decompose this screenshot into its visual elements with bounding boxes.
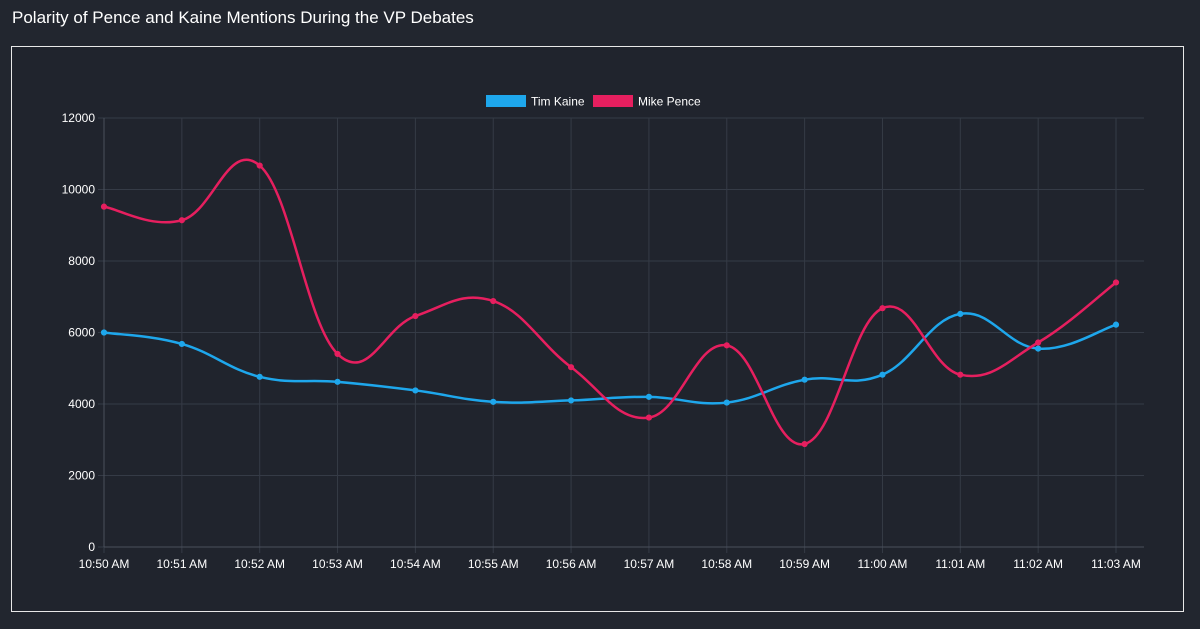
data-point[interactable]	[645, 393, 653, 400]
data-point[interactable]	[412, 387, 419, 394]
y-tick-label: 10000	[62, 183, 96, 197]
data-point[interactable]	[256, 373, 263, 380]
data-point[interactable]	[957, 371, 964, 378]
data-point[interactable]	[1035, 339, 1042, 346]
data-point[interactable]	[567, 364, 575, 371]
chart-panel	[11, 46, 1184, 612]
x-tick-label: 10:58 AM	[701, 557, 752, 571]
chart-series	[100, 158, 1120, 448]
data-point[interactable]	[723, 399, 730, 406]
data-point[interactable]	[957, 310, 964, 318]
x-tick-label: 10:57 AM	[624, 557, 675, 571]
chart-grid	[98, 117, 1144, 553]
data-point[interactable]	[879, 371, 886, 378]
x-tick-label: 10:52 AM	[234, 557, 285, 571]
data-point[interactable]	[645, 414, 653, 421]
x-tick-label: 10:50 AM	[79, 557, 130, 571]
series-tim-kaine	[100, 310, 1120, 406]
y-tick-label: 12000	[62, 111, 96, 125]
series-line	[103, 158, 1117, 446]
data-point[interactable]	[334, 378, 341, 385]
legend-label: Mike Pence	[638, 95, 701, 109]
data-point[interactable]	[334, 350, 341, 358]
data-point[interactable]	[178, 217, 185, 224]
data-point[interactable]	[801, 376, 808, 383]
series-mike-pence	[100, 158, 1120, 448]
data-point[interactable]	[490, 398, 497, 405]
data-point[interactable]	[801, 440, 808, 448]
legend-label: Tim Kaine	[531, 95, 585, 109]
legend-item[interactable]: Mike Pence	[593, 95, 701, 109]
x-tick-label: 11:00 AM	[858, 557, 908, 571]
data-point[interactable]	[723, 342, 730, 349]
chart-legend: Tim Kaine Mike Pence	[486, 95, 701, 109]
x-tick-label: 10:56 AM	[546, 557, 597, 571]
x-tick-label: 10:51 AM	[156, 557, 207, 571]
legend-item[interactable]: Tim Kaine	[486, 95, 585, 109]
x-tick-label: 10:53 AM	[312, 557, 363, 571]
x-tick-label: 10:55 AM	[468, 557, 519, 571]
x-tick-label: 11:03 AM	[1091, 557, 1141, 571]
data-point[interactable]	[178, 340, 185, 348]
series-line	[103, 312, 1117, 405]
y-tick-label: 8000	[68, 254, 95, 268]
legend-swatch	[486, 95, 526, 107]
data-point[interactable]	[100, 329, 108, 336]
data-point[interactable]	[100, 203, 108, 210]
data-point[interactable]	[1035, 345, 1042, 352]
x-tick-label: 10:54 AM	[390, 557, 441, 571]
data-point[interactable]	[412, 312, 419, 320]
x-tick-label: 11:01 AM	[935, 557, 985, 571]
page-title: Polarity of Pence and Kaine Mentions Dur…	[12, 8, 474, 27]
data-point[interactable]	[1112, 279, 1120, 286]
data-point[interactable]	[879, 305, 886, 312]
data-point[interactable]	[567, 397, 575, 404]
legend-swatch	[593, 95, 633, 107]
y-tick-label: 4000	[68, 397, 95, 411]
chart-axes: 0 2000 4000 6000 8000 10000 12000 10:50 AM 10:51…	[62, 111, 1144, 571]
data-point[interactable]	[1112, 321, 1120, 328]
y-tick-label: 6000	[68, 326, 95, 340]
y-tick-label: 2000	[68, 469, 95, 483]
data-point[interactable]	[490, 297, 497, 305]
y-tick-label: 0	[88, 540, 95, 554]
x-tick-label: 10:59 AM	[779, 557, 830, 571]
data-point[interactable]	[256, 162, 263, 169]
x-tick-label: 11:02 AM	[1013, 557, 1063, 571]
